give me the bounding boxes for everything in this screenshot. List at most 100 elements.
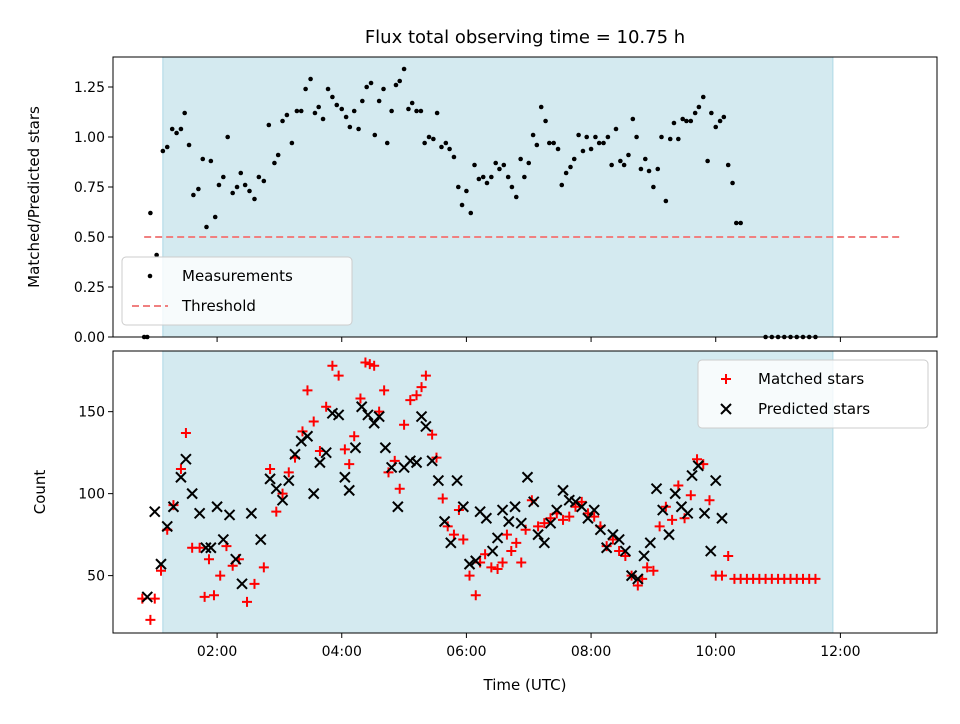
data-point [225,134,230,140]
matched-point [271,506,282,517]
predicted-point [710,474,722,487]
data-point [406,106,411,112]
predicted-point [230,553,242,565]
x-tick-label: 10:00 [696,644,736,660]
predicted-point [362,409,374,421]
data-point [480,174,486,180]
data-point [418,108,424,114]
data-point [275,152,281,158]
predicted-point [544,517,557,529]
matched-point [810,573,821,584]
data-point [169,126,175,132]
data-point [316,104,321,110]
x-tick-label: 12:00 [820,644,860,660]
predicted-point [432,474,445,487]
predicted-point [200,542,212,554]
predicted-point [379,442,392,454]
data-point [368,80,374,86]
data-point [320,116,326,122]
matched-point [339,444,350,455]
data-point [376,98,382,104]
matched-point [249,578,260,589]
data-point [325,86,331,92]
predicted-point [155,558,167,570]
y-tick-label: 0.25 [74,280,105,296]
matched-point [620,550,631,561]
predicted-point [528,496,540,508]
predicted-point [521,471,534,483]
data-point [280,118,285,124]
predicted-point [223,509,236,521]
chart-title: Flux total observing time = 10.75 h [365,27,685,48]
matched-point [321,401,332,412]
matched-point [692,454,703,465]
data-point [618,158,623,164]
data-point [730,180,735,186]
predicted-point [410,456,423,469]
data-point [298,108,304,114]
matched-point [383,467,394,478]
matched-point [283,467,294,478]
legend-label: Matched stars [758,370,864,388]
series-predicted-stars [141,401,728,603]
data-point [613,126,619,132]
predicted-point [491,532,504,544]
data-point [256,174,262,180]
matched-point [145,614,156,625]
predicted-point [320,446,332,459]
predicted-point [470,555,482,567]
data-point [659,134,664,140]
data-point [389,108,394,114]
predicted-point [245,507,258,520]
data-point [605,134,611,140]
data-point [593,134,598,140]
predicted-point [486,545,499,557]
data-point [414,108,419,114]
data-point [667,136,673,142]
predicted-point [167,501,180,513]
matched-point [215,570,226,581]
matched-point [344,459,355,470]
data-point [272,160,277,166]
data-point [212,214,218,220]
data-point [443,140,449,146]
matched-point [506,546,517,557]
predicted-point [538,537,551,549]
data-point [534,142,540,148]
data-point [484,180,490,186]
predicted-point [681,507,694,520]
matched-point [486,562,497,573]
matched-point [333,370,344,381]
data-point [713,124,719,130]
matched-point [632,580,643,591]
data-point [642,156,648,162]
data-point [505,174,511,180]
data-point [409,100,415,106]
matched-point [411,390,422,401]
data-point [501,162,507,168]
predicted-point [669,487,681,500]
predicted-point [692,460,704,472]
matched-point [492,564,503,575]
predicted-point [496,504,509,516]
x-axis-label: Time (UTC) [483,676,567,694]
data-point [518,156,523,162]
y-tick-label: 1.00 [74,130,105,146]
x-tick-label: 02:00 [197,644,237,660]
data-point [563,170,569,176]
data-point [456,184,461,190]
data-point [230,190,235,196]
data-point [630,116,636,122]
data-point [208,158,214,164]
matched-point [242,596,253,607]
matched-point [374,406,385,417]
predicted-point [255,533,267,546]
x-tick-label: 04:00 [322,644,362,660]
legend-label: Threshold [181,297,256,315]
matched-point [442,521,453,532]
data-point [472,162,477,168]
data-point [721,114,727,120]
data-point [738,220,743,226]
data-point [700,94,706,100]
predicted-point [149,505,161,518]
